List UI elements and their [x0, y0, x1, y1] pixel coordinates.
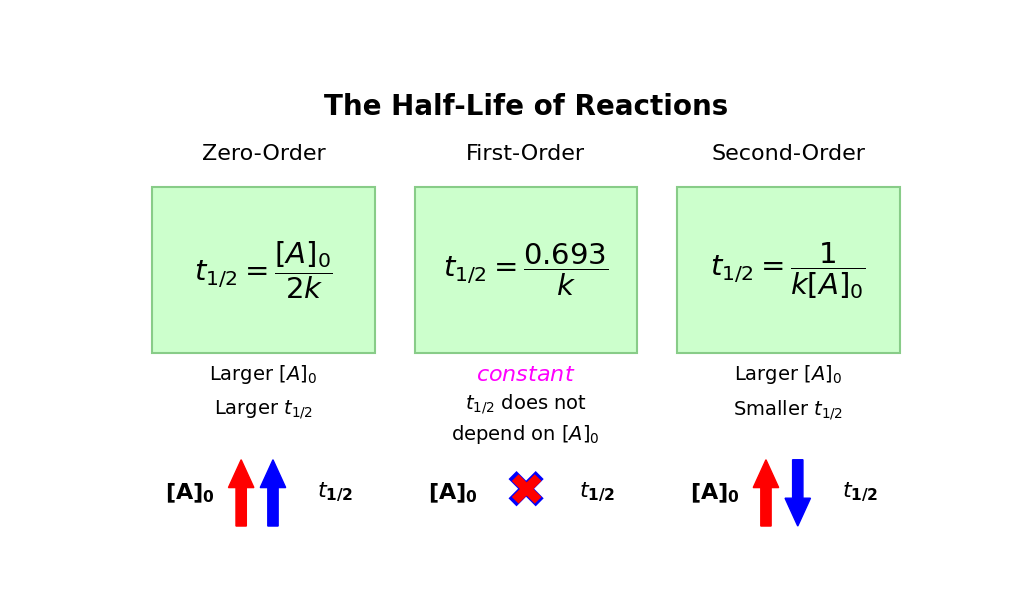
Text: First-Order: First-Order — [466, 145, 586, 164]
Text: $\mathbf{\mathit{t}_{1/2}}$: $\mathbf{\mathit{t}_{1/2}}$ — [841, 482, 878, 504]
Text: $\mathbf{[A]_0}$: $\mathbf{[A]_0}$ — [690, 481, 740, 504]
FancyBboxPatch shape — [415, 188, 637, 353]
Polygon shape — [785, 460, 811, 526]
Text: Smaller $t_{1/2}$: Smaller $t_{1/2}$ — [734, 398, 843, 422]
Text: ✖: ✖ — [504, 467, 548, 519]
Text: The Half-Life of Reactions: The Half-Life of Reactions — [323, 93, 728, 121]
FancyBboxPatch shape — [152, 188, 374, 353]
Text: Larger $[A]_0$: Larger $[A]_0$ — [735, 363, 842, 386]
Text: $\mathbf{[A]_0}$: $\mathbf{[A]_0}$ — [165, 481, 215, 504]
Text: $\mathbf{\mathit{t}_{1/2}}$: $\mathbf{\mathit{t}_{1/2}}$ — [317, 482, 353, 504]
Text: Second-Order: Second-Order — [711, 145, 865, 164]
Text: depend on $[A]_0$: depend on $[A]_0$ — [451, 423, 600, 446]
Polygon shape — [261, 460, 285, 526]
Text: $t_{1/2}$ does not: $t_{1/2}$ does not — [465, 392, 587, 416]
Text: Larger $[A]_0$: Larger $[A]_0$ — [209, 363, 317, 386]
Polygon shape — [753, 460, 779, 526]
Text: ✖: ✖ — [507, 471, 545, 514]
Text: $\it{constant}$: $\it{constant}$ — [476, 365, 576, 384]
Text: $t_{1/2} = \dfrac{1}{k[A]_0}$: $t_{1/2} = \dfrac{1}{k[A]_0}$ — [710, 240, 866, 301]
Text: Zero-Order: Zero-Order — [201, 145, 325, 164]
Polygon shape — [229, 460, 253, 526]
Text: $t_{1/2} = \dfrac{[A]_0}{2k}$: $t_{1/2} = \dfrac{[A]_0}{2k}$ — [194, 239, 332, 301]
Text: $t_{1/2} = \dfrac{0.693}{k}$: $t_{1/2} = \dfrac{0.693}{k}$ — [443, 242, 608, 298]
Text: $\mathbf{\mathit{t}_{1/2}}$: $\mathbf{\mathit{t}_{1/2}}$ — [580, 482, 616, 504]
Text: $\mathbf{[A]_0}$: $\mathbf{[A]_0}$ — [428, 481, 477, 504]
FancyBboxPatch shape — [677, 188, 900, 353]
Text: Larger $t_{1/2}$: Larger $t_{1/2}$ — [213, 399, 313, 421]
